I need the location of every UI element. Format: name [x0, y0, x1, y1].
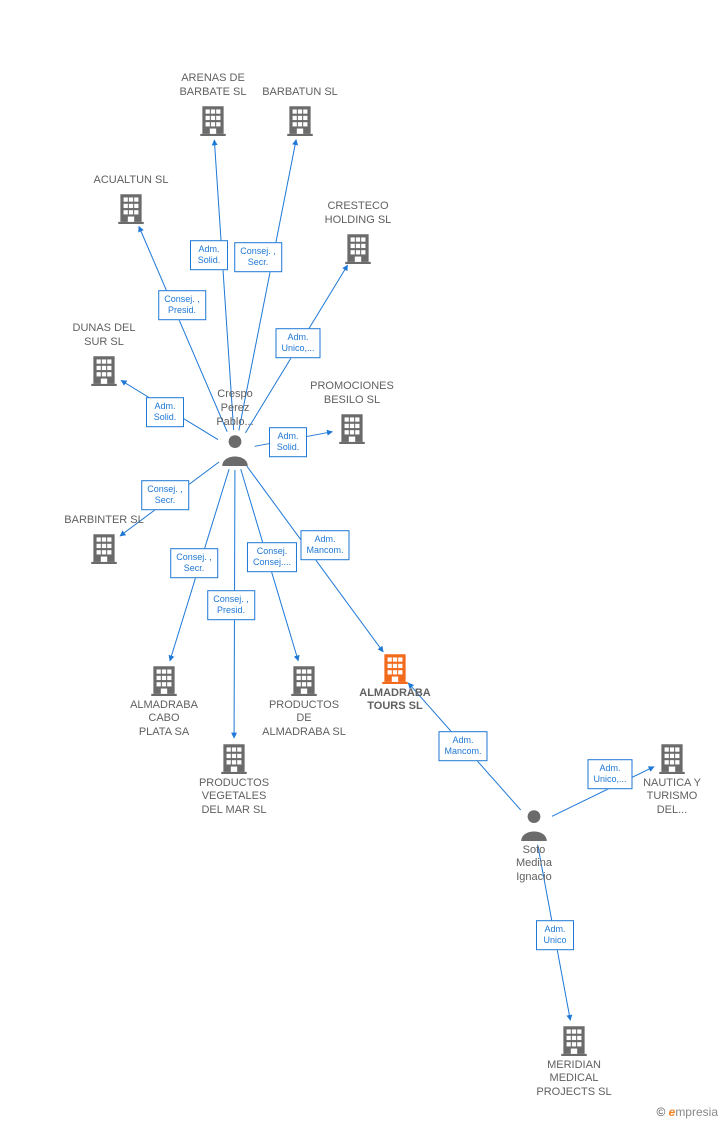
node-label: ACUALTUN SL — [81, 174, 181, 188]
building-icon — [557, 1022, 591, 1059]
edge-label-crespo-cresteco: Adm. Unico,... — [275, 328, 320, 358]
node-label: DUNAS DEL SUR SL — [54, 322, 154, 350]
node-barbinter[interactable]: BARBINTER SL — [54, 514, 154, 567]
node-dunas[interactable]: DUNAS DEL SUR SL — [54, 322, 154, 389]
edge-label-crespo-almatours: Adm. Mancom. — [300, 530, 349, 560]
node-label: ALMADRABA TOURS SL — [345, 687, 445, 715]
building-icon — [196, 102, 230, 139]
edge-label-crespo-acualtun: Consej. , Presid. — [158, 290, 206, 320]
building-icon — [87, 352, 121, 389]
node-label: Soto Medina Ignacio — [484, 844, 584, 885]
building-icon — [217, 740, 251, 777]
node-meridian[interactable]: MERIDIAN MEDICAL PROJECTS SL — [524, 1022, 624, 1102]
edge-label-crespo-besilo: Adm. Solid. — [269, 427, 307, 457]
edge-label-soto-meridian: Adm. Unico — [536, 920, 574, 950]
edge-crespo-arenas — [214, 140, 233, 430]
node-cresteco[interactable]: CRESTECO HOLDING SL — [308, 200, 408, 267]
footer-copyright: © empresia — [656, 1105, 718, 1119]
node-besilo[interactable]: PROMOCIONES BESILO SL — [302, 380, 402, 447]
node-label: PRODUCTOS VEGETALES DEL MAR SL — [184, 777, 284, 818]
node-label: ALMADRABA CABO PLATA SA — [114, 699, 214, 740]
building-icon — [283, 102, 317, 139]
building-icon — [335, 410, 369, 447]
edge-crespo-barbatun — [239, 140, 296, 431]
building-icon — [378, 650, 412, 687]
building-icon — [114, 190, 148, 227]
edge-label-crespo-barbatun: Consej. , Secr. — [234, 242, 282, 272]
node-soto[interactable]: Soto Medina Ignacio — [484, 807, 584, 887]
brand-rest: mpresia — [675, 1105, 718, 1119]
node-prodalm[interactable]: PRODUCTOS DE ALMADRABA SL — [254, 662, 354, 742]
building-icon — [655, 740, 689, 777]
edge-label-crespo-arenas: Adm. Solid. — [190, 240, 228, 270]
node-label: Crespo Perez Pablo... — [185, 388, 285, 429]
node-arenas[interactable]: ARENAS DE BARBATE SL — [163, 72, 263, 139]
node-label: MERIDIAN MEDICAL PROJECTS SL — [524, 1059, 624, 1100]
edge-label-crespo-barbinter: Consej. , Secr. — [141, 480, 189, 510]
edge-label-crespo-cabo: Consej. , Secr. — [170, 548, 218, 578]
node-almatours[interactable]: ALMADRABA TOURS SL — [345, 650, 445, 717]
node-cabo[interactable]: ALMADRABA CABO PLATA SA — [114, 662, 214, 742]
edge-label-crespo-dunas: Adm. Solid. — [146, 397, 184, 427]
node-label: PRODUCTOS DE ALMADRABA SL — [254, 699, 354, 740]
copyright-symbol: © — [656, 1105, 665, 1119]
node-label: ARENAS DE BARBATE SL — [163, 72, 263, 100]
building-icon — [287, 662, 321, 699]
node-veget[interactable]: PRODUCTOS VEGETALES DEL MAR SL — [184, 740, 284, 820]
building-icon — [341, 230, 375, 267]
edge-label-crespo-prodalm: Consej. Consej.... — [247, 542, 297, 572]
node-barbatun[interactable]: BARBATUN SL — [250, 86, 350, 139]
node-label: BARBINTER SL — [54, 514, 154, 528]
edge-label-soto-nautica: Adm. Unico,... — [587, 759, 632, 789]
person-icon — [517, 807, 551, 844]
building-icon — [147, 662, 181, 699]
person-icon — [218, 432, 252, 469]
node-label: CRESTECO HOLDING SL — [308, 200, 408, 228]
node-label: NAUTICA Y TURISMO DEL... — [622, 777, 722, 818]
edge-label-crespo-veget: Consej. , Presid. — [207, 590, 255, 620]
node-acualtun[interactable]: ACUALTUN SL — [81, 174, 181, 227]
node-nautica[interactable]: NAUTICA Y TURISMO DEL... — [622, 740, 722, 820]
node-label: PROMOCIONES BESILO SL — [302, 380, 402, 408]
edge-label-soto-almatours: Adm. Mancom. — [438, 731, 487, 761]
node-label: BARBATUN SL — [250, 86, 350, 100]
building-icon — [87, 530, 121, 567]
